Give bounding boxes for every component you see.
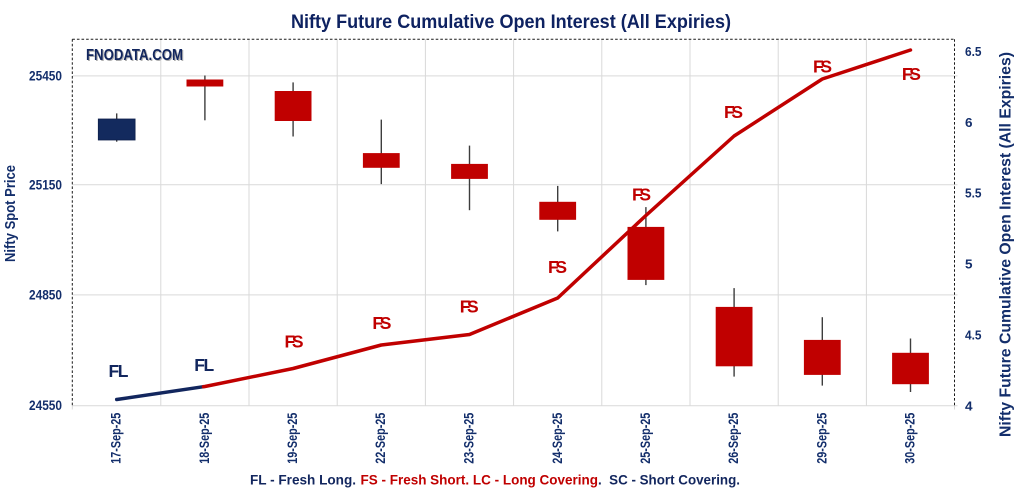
svg-text:FL - Fresh Long.: FL - Fresh Long. [250,471,356,487]
svg-text:26-Sep-25: 26-Sep-25 [726,412,741,463]
svg-text:4: 4 [965,398,973,413]
svg-text:6: 6 [965,115,973,130]
svg-text:Nifty Spot Price: Nifty Spot Price [2,165,19,262]
svg-text:24850: 24850 [29,288,62,303]
svg-text:FNODATA.COM: FNODATA.COM [87,48,184,65]
svg-text:25-Sep-25: 25-Sep-25 [638,412,653,463]
svg-text:25450: 25450 [29,69,62,84]
svg-text:FS: FS [813,56,832,76]
svg-text:FL: FL [194,355,214,375]
svg-text:FS: FS [902,64,921,84]
svg-text:5.5: 5.5 [965,186,982,201]
svg-text:5: 5 [965,257,973,272]
svg-text:FL: FL [109,361,129,381]
svg-text:FNODATA.COM: FNODATA.COM [86,47,183,64]
svg-text:23-Sep-25: 23-Sep-25 [462,412,477,463]
svg-text:18-Sep-25: 18-Sep-25 [197,412,212,463]
svg-text:FS: FS [285,331,304,351]
svg-text:30-Sep-25: 30-Sep-25 [902,412,917,463]
svg-text:22-Sep-25: 22-Sep-25 [373,412,388,463]
svg-text:FS - Fresh Short. LC - Long Co: FS - Fresh Short. LC - Long Covering [361,471,599,487]
svg-text:6.5: 6.5 [965,44,982,59]
svg-text:Nifty Future Cumulative Open I: Nifty Future Cumulative Open Interest (A… [291,11,731,33]
svg-text:17-Sep-25: 17-Sep-25 [109,412,124,463]
svg-text:FS: FS [460,297,479,317]
svg-text:19-Sep-25: 19-Sep-25 [285,412,300,463]
svg-text:24-Sep-25: 24-Sep-25 [550,412,565,463]
svg-text:. SC - Short Covering.: . SC - Short Covering. [598,471,740,487]
svg-text:FS: FS [724,102,743,122]
svg-text:24550: 24550 [29,398,62,413]
svg-text:FS: FS [632,184,651,204]
svg-text:4.5: 4.5 [965,328,982,343]
svg-text:29-Sep-25: 29-Sep-25 [814,412,829,463]
svg-text:FS: FS [548,257,567,277]
svg-text:Nifty Future Cumulative Open: Nifty Future Cumulative Open Interest (A… [998,52,1015,437]
svg-text:FS: FS [372,313,391,333]
svg-text:25150: 25150 [29,178,62,193]
